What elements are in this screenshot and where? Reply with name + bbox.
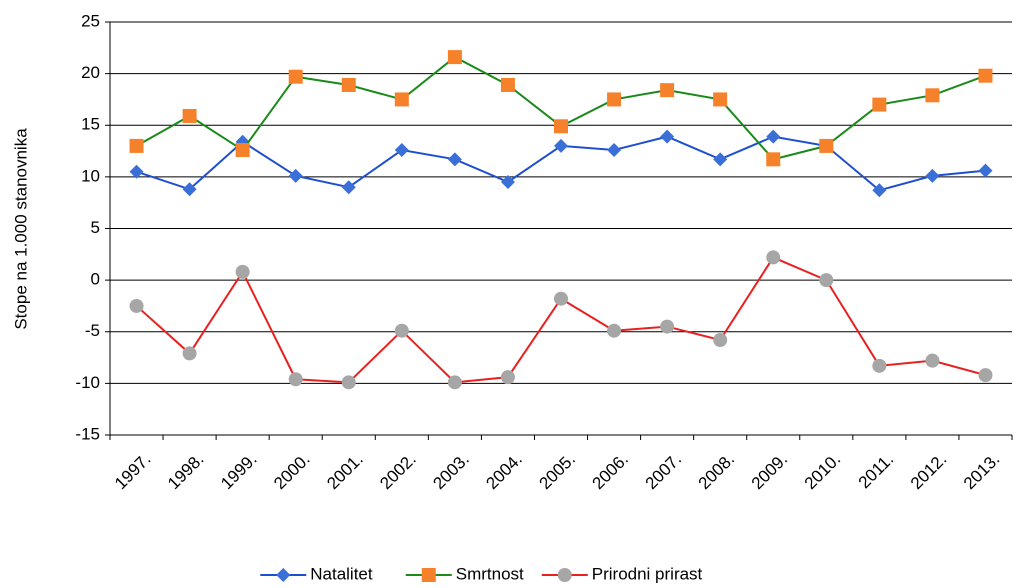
point bbox=[129, 138, 144, 153]
legend-label: Prirodni prirast bbox=[592, 564, 703, 583]
x-tick-label: 2011. bbox=[855, 450, 898, 493]
point bbox=[766, 152, 781, 167]
point bbox=[713, 333, 728, 348]
point bbox=[182, 182, 197, 197]
point bbox=[288, 69, 303, 84]
point bbox=[660, 319, 675, 334]
point bbox=[182, 346, 197, 361]
point bbox=[978, 68, 993, 83]
point bbox=[607, 143, 622, 158]
point bbox=[288, 372, 303, 387]
y-tick-label: 0 bbox=[91, 270, 100, 289]
point bbox=[447, 375, 462, 390]
legend-marker bbox=[276, 568, 291, 582]
point bbox=[925, 88, 940, 103]
x-tick-label: 2006. bbox=[589, 450, 633, 494]
y-tick-label: 10 bbox=[81, 166, 100, 185]
point bbox=[766, 250, 781, 265]
x-tick-label: 2005. bbox=[535, 450, 579, 494]
point bbox=[500, 175, 515, 190]
point bbox=[660, 129, 675, 144]
x-tick-label: 2007. bbox=[642, 450, 686, 494]
point bbox=[766, 129, 781, 144]
series-line bbox=[135, 256, 986, 384]
point bbox=[394, 323, 409, 338]
point bbox=[554, 138, 568, 153]
point bbox=[394, 92, 409, 107]
point bbox=[341, 180, 356, 195]
point bbox=[925, 168, 940, 183]
x-tick-label: 1998. bbox=[164, 450, 208, 494]
point bbox=[129, 298, 144, 313]
x-tick-label: 2002. bbox=[376, 450, 420, 494]
point bbox=[447, 152, 462, 167]
point bbox=[872, 183, 887, 198]
y-axis-label: Stope na 1.000 stanovnika bbox=[11, 128, 30, 330]
point bbox=[447, 50, 462, 65]
y-tick-label: -15 bbox=[75, 424, 100, 443]
x-tick-label: 2012. bbox=[907, 450, 951, 494]
point bbox=[713, 92, 728, 107]
point bbox=[872, 358, 887, 373]
point bbox=[394, 143, 409, 158]
x-tick-label: 2013. bbox=[960, 450, 1004, 494]
point bbox=[978, 163, 993, 178]
point bbox=[925, 353, 940, 368]
point bbox=[554, 291, 568, 306]
point bbox=[554, 119, 568, 134]
legend-label: Smrtnost bbox=[456, 564, 524, 583]
x-tick-label: 1997. bbox=[111, 450, 155, 494]
legend-marker bbox=[557, 568, 572, 582]
y-tick-label: 15 bbox=[81, 115, 100, 134]
x-tick-label: 2010. bbox=[801, 450, 845, 494]
y-tick-label: 5 bbox=[91, 218, 100, 237]
point bbox=[819, 273, 834, 288]
point bbox=[288, 168, 303, 183]
point bbox=[341, 375, 356, 390]
y-tick-label: 20 bbox=[81, 63, 100, 82]
point bbox=[607, 323, 622, 338]
point bbox=[129, 164, 144, 179]
point bbox=[872, 97, 887, 112]
point bbox=[660, 83, 675, 98]
point bbox=[235, 264, 250, 279]
x-tick-label: 2000. bbox=[270, 450, 314, 494]
x-tick-label: 2009. bbox=[748, 450, 792, 494]
x-tick-label: 2001. bbox=[323, 450, 367, 494]
point bbox=[341, 77, 356, 92]
point bbox=[500, 77, 515, 92]
point bbox=[182, 108, 197, 123]
point bbox=[713, 152, 728, 167]
y-tick-label: 25 bbox=[81, 11, 100, 30]
x-tick-label: 1999. bbox=[217, 450, 261, 494]
point bbox=[607, 92, 622, 107]
x-tick-label: 2008. bbox=[695, 450, 739, 494]
point bbox=[235, 143, 250, 158]
y-tick-label: -10 bbox=[75, 373, 100, 392]
x-tick-label: 2004. bbox=[482, 450, 526, 494]
legend-label: Natalitet bbox=[310, 564, 373, 583]
x-tick-label: 2003. bbox=[429, 450, 473, 494]
point bbox=[978, 368, 993, 383]
point bbox=[500, 370, 515, 385]
legend-marker bbox=[421, 568, 436, 582]
point bbox=[819, 138, 834, 153]
y-tick-label: -5 bbox=[85, 321, 100, 340]
